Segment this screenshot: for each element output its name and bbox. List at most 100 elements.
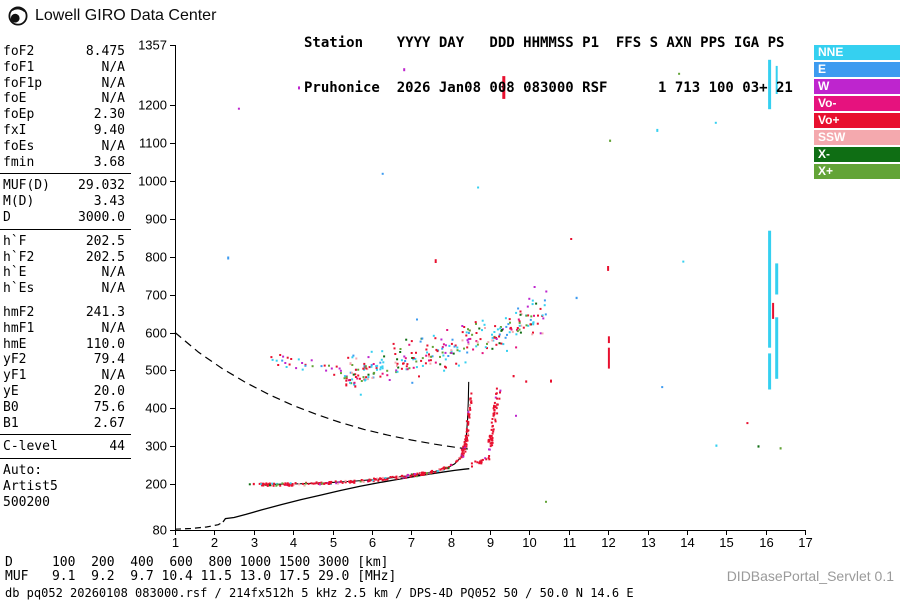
param-value: 75.6 [93,399,125,415]
param-value: 2.30 [93,107,125,123]
x-tick-label: 13 [641,535,655,550]
echo-trace-background-specks [237,72,749,503]
muf-transmission-curve-dashed [174,332,469,450]
echo-trace-x-mode-flat [470,455,491,468]
y-tick-label: 200 [145,477,167,492]
param-row-foep: foEp 2.30 [0,107,131,123]
param-row-fof2: foF2 8.475 [0,44,131,60]
legend-item-xplus: X+ [814,164,900,179]
param-value: 202.5 [85,249,125,265]
param-label: foEp [3,107,35,123]
param-row-b0: B0 75.6 [0,400,131,416]
x-tick-label: 9 [487,535,494,550]
param-value: 29.032 [78,178,125,194]
panel-divider [0,228,131,230]
param-label: MUF(D) [3,178,50,194]
param-row-b1: B1 2.67 [0,416,131,432]
param-row-hf2: h`F2 202.5 [0,250,131,266]
param-label: yE [3,383,19,399]
x-tick-label: 10 [522,535,536,550]
servlet-version-label: DIDBasePortal_Servlet 0.1 [726,568,894,584]
fitted-echo-trace [261,381,470,485]
y-tick-label: 400 [145,401,167,416]
param-value: N/A [101,265,125,281]
param-label: h`F2 [3,249,35,265]
y-tick-label: 900 [145,212,167,227]
brand: Lowell GIRO Data Center [7,5,216,27]
param-row-fof1p: foF1p N/A [0,76,131,92]
param-value: 79.4 [93,352,125,368]
param-label: fmin [3,154,35,170]
param-row-yf1: yF1 N/A [0,368,131,384]
param-row-500200: 500200 [0,495,131,511]
x-tick-label: 1 [172,535,179,550]
y-tick-label: 600 [145,326,167,341]
y-tick-label: 300 [145,439,167,454]
legend-item-ssw: SSW [814,130,900,145]
echo-trace-f-trace-first-hop [258,453,463,487]
param-row-clevel: C-level 44 [0,439,131,455]
param-row-ye: yE 20.0 [0,384,131,400]
param-row-fof1: foF1 N/A [0,60,131,76]
param-value: 9.40 [93,122,125,138]
param-label: M(D) [3,194,35,210]
param-label: yF2 [3,352,27,368]
param-row-mufd: MUF(D) 29.032 [0,178,131,194]
param-label: h`Es [3,281,35,297]
param-label: hmF2 [3,304,35,320]
param-value: 2.67 [93,415,125,431]
param-row-yf2: yF2 79.4 [0,352,131,368]
param-label: 500200 [3,494,50,510]
param-row-he: h`E N/A [0,265,131,281]
rfi-and-spot-marks [227,59,782,486]
legend-item-w: W [814,79,900,94]
param-value: 3000.0 [78,209,125,225]
param-row-auto: Auto: [0,463,131,479]
panel-divider [0,434,131,436]
y-tick-label: 500 [145,363,167,378]
x-tick-label: 6 [369,535,376,550]
legend-item-xminus: X- [814,147,900,162]
legend-item-vominus: Vo- [814,96,900,111]
param-row-hme: hmE 110.0 [0,337,131,353]
param-label: foF2 [3,44,35,59]
param-label: h`E [3,265,27,281]
param-row-fmin: fmin 3.68 [0,155,131,171]
param-value: N/A [101,138,125,154]
d-scale-row: D 100 200 400 600 800 1000 1500 3000 [km… [5,555,389,570]
param-row-hes: h`Es N/A [0,281,131,297]
param-value: N/A [101,59,125,75]
y-tick-label: 1000 [138,174,167,189]
parameter-panel: foF2 8.475 foF1 N/A foF1p N/A foE N/A foEp 2.30 fx… [0,44,131,511]
param-row-hf: h`F 202.5 [0,234,131,250]
param-value: 241.3 [85,304,125,320]
x-tick-label: 14 [680,535,694,550]
panel-divider [0,173,131,175]
y-tick-label: 800 [145,250,167,265]
x-tick-label: 2 [211,535,218,550]
y-tick-label: 1357 [138,38,167,53]
y-tick-label: 80 [153,523,167,538]
true-height-profile [222,468,470,523]
param-row-foe: foE N/A [0,91,131,107]
param-label: yF1 [3,368,27,384]
x-tick-label: 16 [759,535,773,550]
station-header: Station YYYY DAY DDD HHMMSS P1 FFS S AXN… [304,6,793,111]
panel-gap [0,297,131,305]
param-value: 3.68 [93,154,125,170]
param-label: fxI [3,122,27,138]
y-tick-label: 1200 [138,98,167,113]
y-tick-label: 700 [145,288,167,303]
param-label: D [3,209,11,225]
muf-scale-row: MUF 9.1 9.2 9.7 10.4 11.5 13.0 17.5 29.0… [5,569,397,584]
echo-trace-f-cusp-o-mode [460,392,473,459]
x-tick-label: 7 [408,535,415,550]
param-value: 20.0 [93,383,125,399]
param-label: C-level [3,439,58,455]
status-line: db pq052 20260108 083000.rsf / 214fx512h… [5,586,634,600]
x-tick-label: 11 [563,535,577,550]
param-label: foF1p [3,75,43,91]
profile-base-dashed [174,521,224,530]
param-value: N/A [101,368,125,384]
